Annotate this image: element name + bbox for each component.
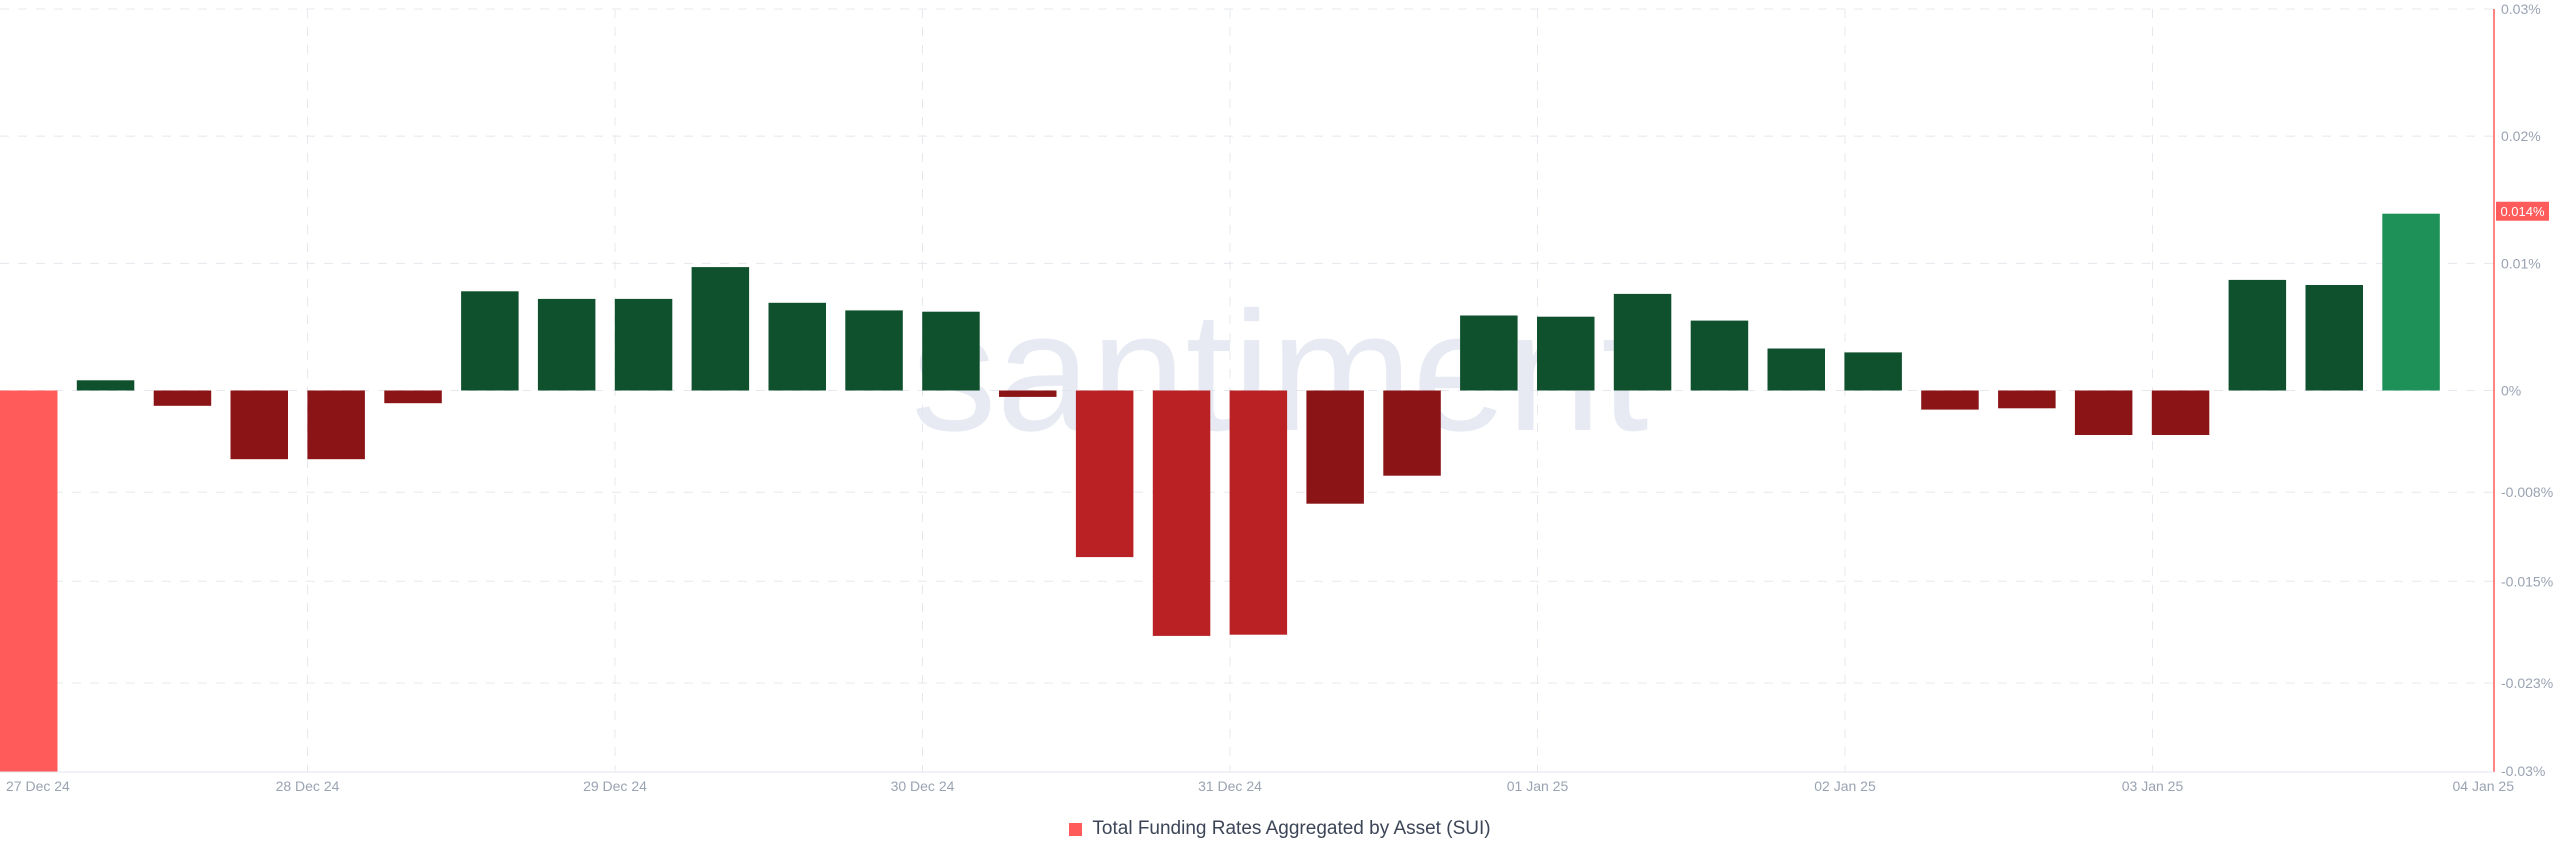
y-tick-label: -0.008%	[2501, 484, 2553, 500]
bars	[0, 213, 2440, 773]
bar[interactable]	[1152, 390, 1211, 636]
bar[interactable]	[1537, 316, 1595, 391]
legend-label: Total Funding Rates Aggregated by Asset …	[1092, 818, 1491, 839]
current-value-badge-bg	[2496, 201, 2549, 221]
y-tick-label: -0.023%	[2501, 675, 2553, 691]
x-axis: 27 Dec 24 28 Dec 24 29 Dec 24 30 Dec 24 31 D…	[0, 771, 2515, 794]
bar[interactable]	[1613, 293, 1672, 391]
y-tick-label: 0%	[2501, 383, 2521, 399]
x-tick-label: 04 Jan 25	[2453, 778, 2515, 794]
bar[interactable]	[768, 302, 827, 391]
x-tick-label: 29 Dec 24	[583, 778, 647, 794]
bar[interactable]	[1460, 315, 1518, 391]
y-tick-label: -0.015%	[2501, 573, 2553, 589]
x-tick-label: 03 Jan 25	[2122, 778, 2184, 794]
bar[interactable]	[2228, 279, 2287, 391]
bar[interactable]	[1306, 390, 1364, 504]
bar[interactable]	[384, 390, 442, 404]
y-axis: 0.03% 0.02% 0.01% 0% -0.008% -0.015% -0.023% -0…	[2493, 1, 2553, 779]
bar[interactable]	[1690, 320, 1749, 391]
bar[interactable]	[307, 390, 365, 460]
x-tick-label: 27 Dec 24	[6, 778, 70, 794]
bar[interactable]	[1383, 390, 1441, 476]
bar[interactable]	[1844, 352, 1902, 391]
bar[interactable]	[999, 390, 1057, 397]
bar[interactable]	[1767, 348, 1826, 391]
bar[interactable]	[1921, 390, 1979, 410]
x-tick-label: 31 Dec 24	[1198, 778, 1262, 794]
x-tick-label: 01 Jan 25	[1507, 778, 1569, 794]
current-value-badge: 0.014%	[2496, 201, 2549, 221]
legend: Total Funding Rates Aggregated by Asset …	[0, 818, 2560, 842]
bar[interactable]	[2305, 285, 2364, 391]
y-tick-label: 0.01%	[2501, 255, 2541, 271]
bar[interactable]	[461, 291, 519, 391]
current-value-label: 0.014%	[2500, 204, 2545, 219]
x-tick-label: 30 Dec 24	[891, 778, 955, 794]
bar[interactable]	[691, 267, 750, 391]
y-tick-label: 0.03%	[2501, 1, 2541, 17]
bar[interactable]	[537, 298, 596, 391]
legend-swatch	[1069, 822, 1083, 836]
bar[interactable]	[2074, 390, 2133, 436]
y-tick-label: -0.03%	[2501, 763, 2545, 779]
bar[interactable]	[2151, 390, 2210, 436]
x-tick-label: 28 Dec 24	[276, 778, 340, 794]
bar[interactable]	[230, 390, 289, 460]
bar[interactable]	[0, 390, 58, 773]
bar[interactable]	[1998, 390, 2056, 409]
x-tick-label: 02 Jan 25	[1814, 778, 1876, 794]
bar[interactable]	[1229, 390, 1288, 635]
bar[interactable]	[614, 298, 673, 391]
bar[interactable]	[922, 311, 980, 391]
bar[interactable]	[76, 380, 135, 391]
legend-item[interactable]: Total Funding Rates Aggregated by Asset …	[1069, 818, 1491, 840]
y-tick-label: 0.02%	[2501, 128, 2541, 144]
bar[interactable]	[153, 390, 212, 406]
bar[interactable]	[2382, 213, 2440, 391]
bar[interactable]	[1075, 390, 1134, 558]
bar[interactable]	[845, 310, 903, 391]
